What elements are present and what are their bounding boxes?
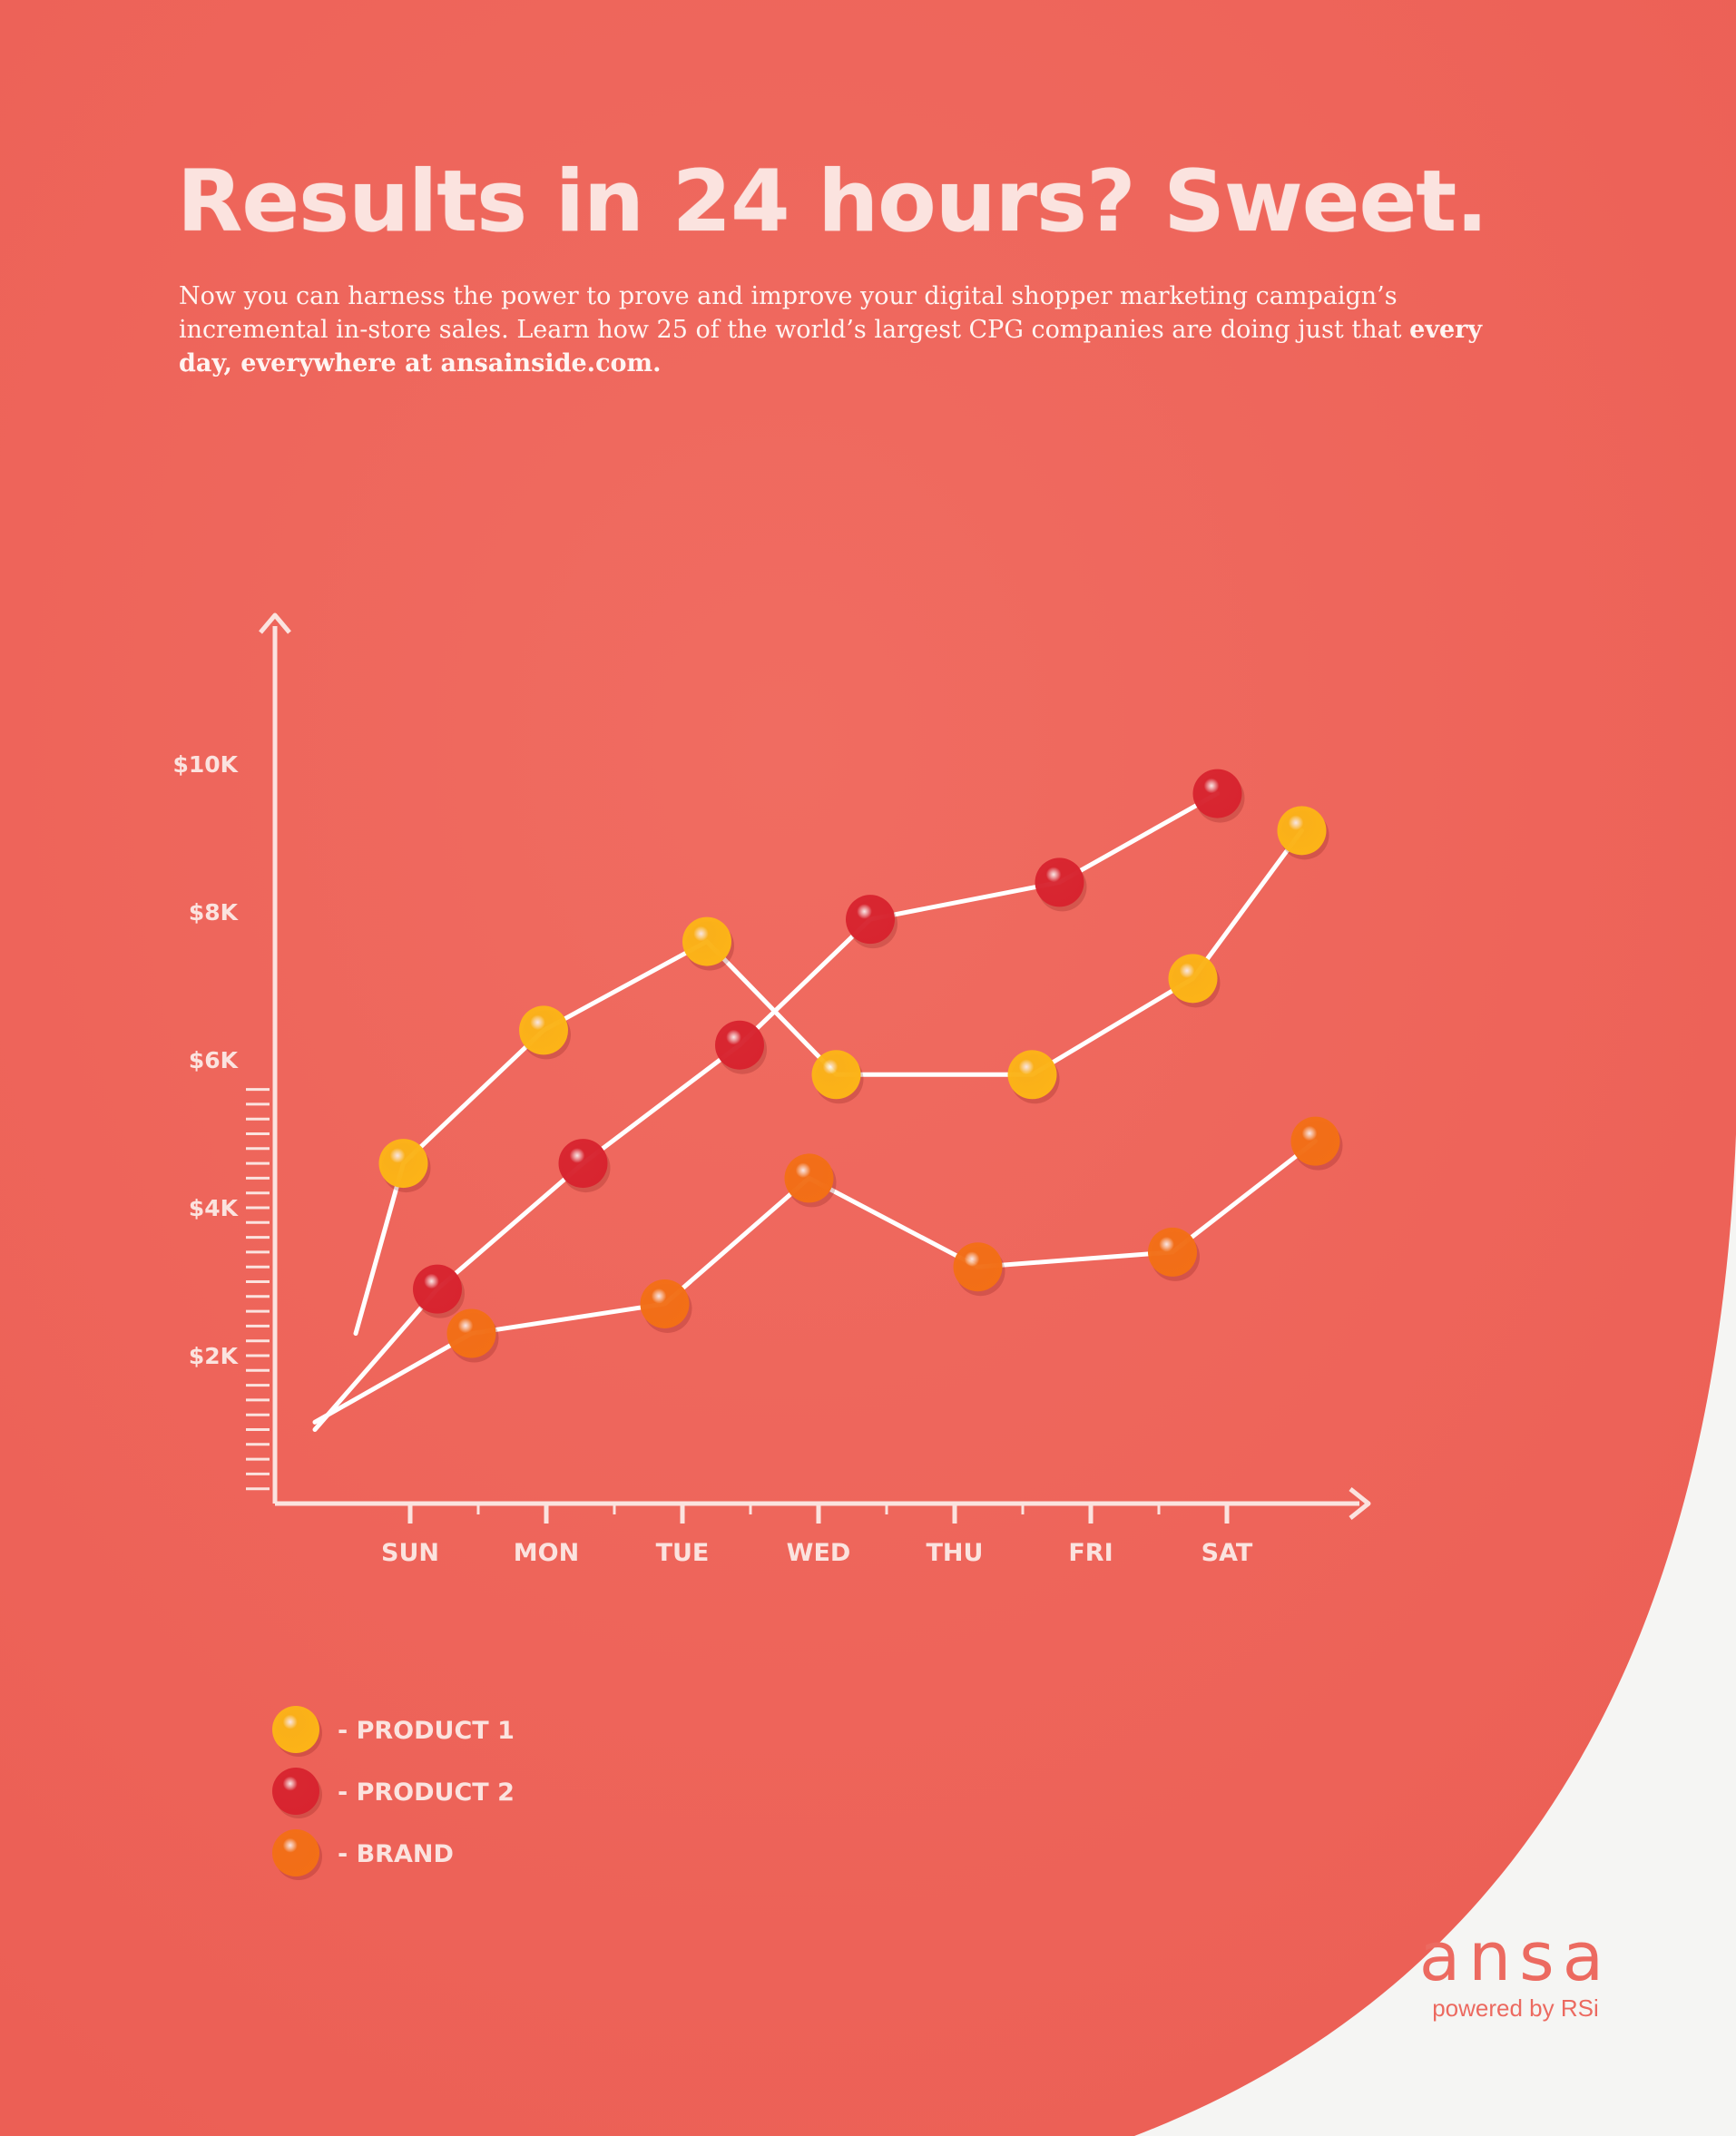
legend-label: - PRODUCT 1 [338,1717,515,1745]
data-point [1168,954,1218,1004]
y-axis-ticks: $2K $4K $6K $8K $10K [172,751,270,1491]
y-tick-label: $4K [189,1195,240,1221]
data-point [1007,1050,1057,1100]
brand-logo: ansa [1418,1918,1613,1996]
data-point [1290,1116,1340,1166]
series-line [353,828,1304,1337]
data-point [1148,1227,1197,1277]
data-point [446,1308,496,1358]
headline: Results in 24 hours? Sweet. [177,152,1488,251]
legend-candy [272,1768,319,1815]
data-point [558,1139,608,1189]
x-tick-label: SAT [1201,1539,1253,1567]
x-axis-ticks: SUN MON TUE WED THU FRI SAT [381,1504,1253,1567]
data-point [682,916,731,966]
data-point [715,1020,764,1070]
data-point [811,1050,861,1100]
brand-tagline: powered by RSi [1432,1994,1599,2022]
brand-block: ansa powered by RSi [1361,1924,1670,2023]
body-link-text[interactable]: every day, everywhere at ansainside.com. [179,316,1483,377]
chart-series [312,769,1343,1432]
data-point [846,895,895,945]
y-tick-label: $10K [172,751,239,778]
data-point [953,1242,1003,1292]
y-axis-arrow [259,612,291,634]
series-brand [312,1116,1343,1425]
y-tick-label: $6K [189,1047,240,1073]
data-point [784,1153,834,1203]
data-point [1035,857,1084,907]
x-tick-label: WED [787,1539,851,1567]
chart-legend: - PRODUCT 1 - PRODUCT 2 - BRAND [272,1706,515,1880]
y-tick-label: $2K [189,1343,240,1369]
y-tick-label: $8K [189,899,240,926]
data-point [640,1279,690,1328]
x-axis-arrow [1349,1487,1371,1520]
series-product-1 [353,806,1329,1337]
x-tick-label: FRI [1068,1539,1113,1567]
series-product-2 [312,769,1245,1432]
body-copy: Now you can harness the power to prove a… [179,279,1504,380]
x-tick-label: TUE [656,1539,710,1567]
legend-label: - PRODUCT 2 [338,1778,515,1807]
body-text: Now you can harness the power to prove a… [179,282,1402,344]
data-point [1277,806,1327,856]
data-point [1192,769,1242,818]
data-point [413,1264,462,1314]
x-tick-label: SUN [381,1539,439,1567]
data-point [378,1139,428,1189]
x-tick-label: MON [514,1539,579,1567]
legend-candy [272,1829,319,1876]
data-point [519,1005,568,1055]
legend-candy [272,1706,319,1753]
x-tick-label: THU [927,1539,984,1567]
legend-label: - BRAND [338,1840,454,1868]
